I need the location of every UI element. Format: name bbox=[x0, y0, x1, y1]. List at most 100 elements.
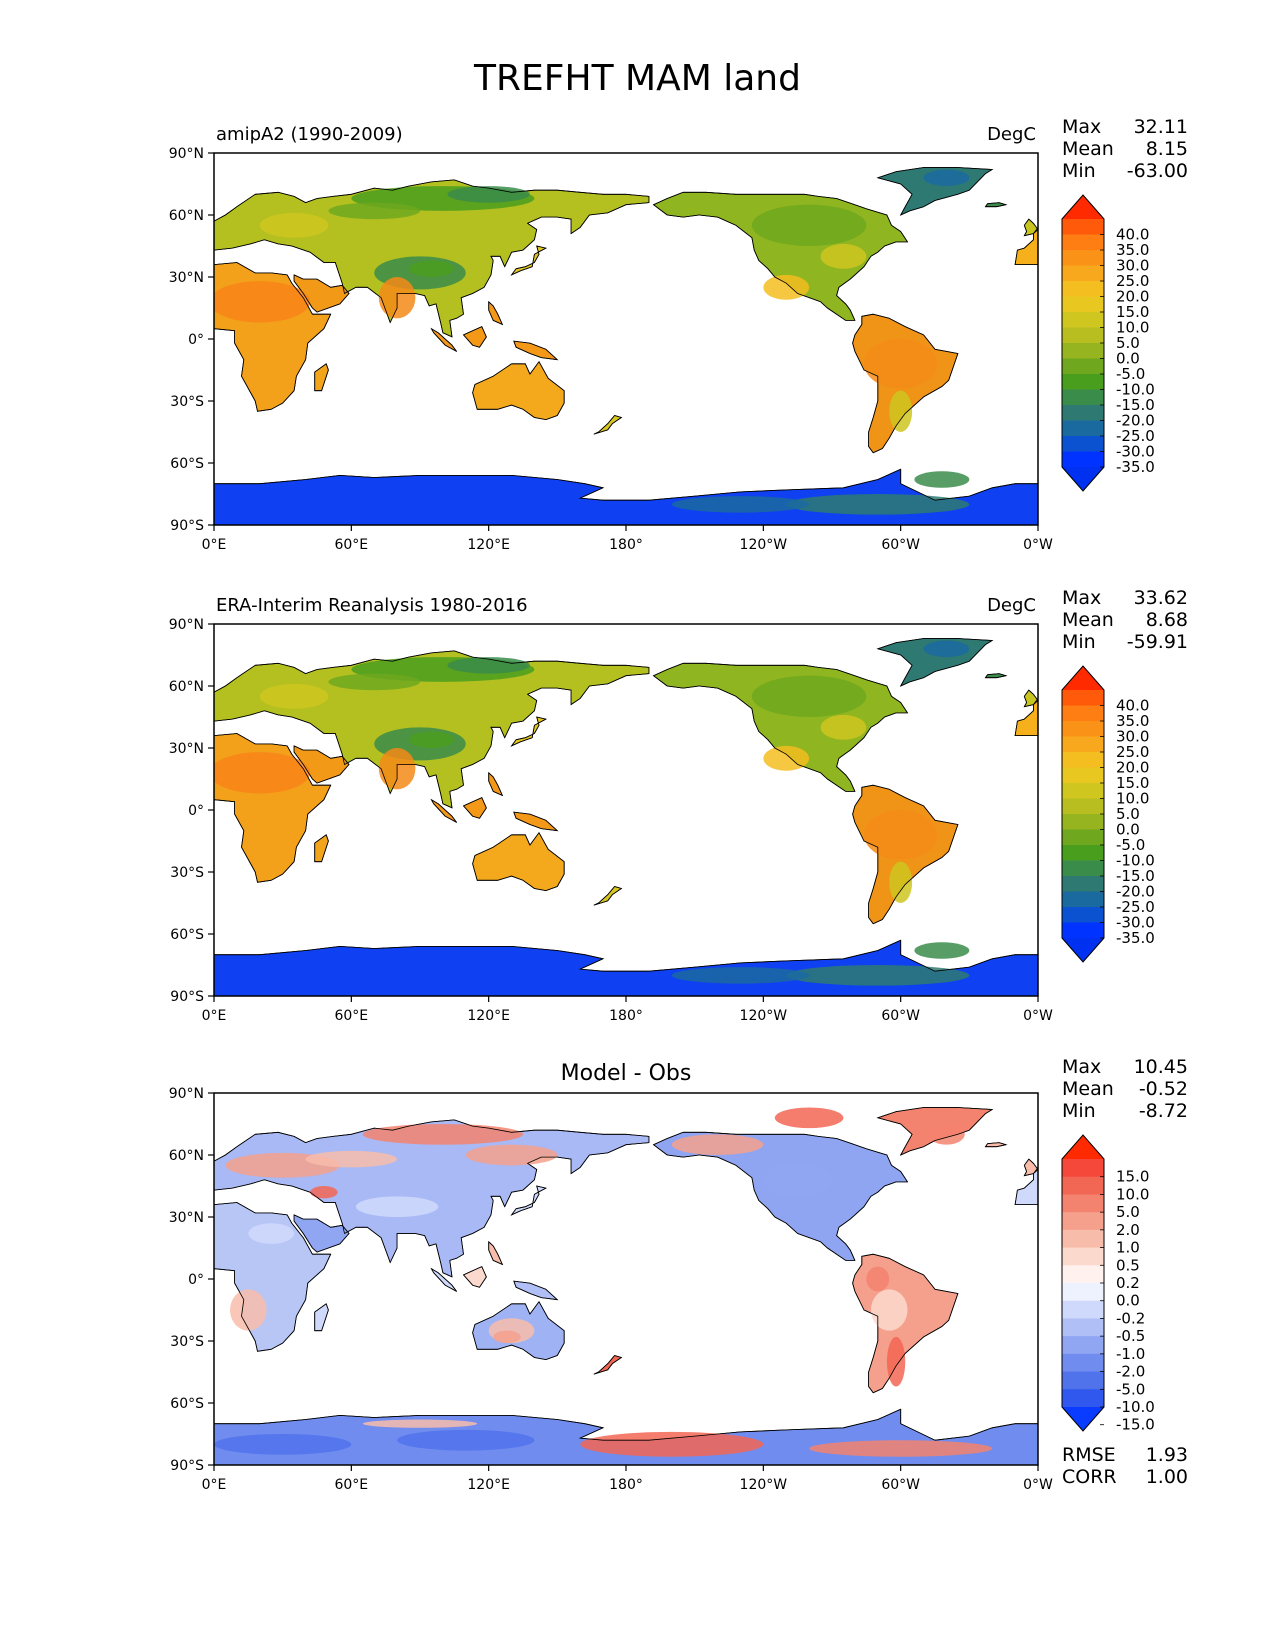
colorbar-segment bbox=[1062, 1371, 1104, 1390]
colorbar-tick-label: 40.0 bbox=[1116, 226, 1149, 244]
field-patch bbox=[820, 243, 867, 269]
field-patch bbox=[889, 861, 913, 903]
colorbar-segment bbox=[1062, 389, 1104, 406]
stat-value-max: 10.45 bbox=[1134, 1056, 1188, 1078]
field-patch bbox=[580, 1431, 764, 1457]
field-patch bbox=[493, 1330, 521, 1344]
colorbar-segment bbox=[1062, 296, 1104, 313]
colorbar-tick-label: 5.0 bbox=[1116, 334, 1140, 352]
field-patch bbox=[447, 657, 530, 674]
stat-label-max: Max bbox=[1062, 116, 1101, 138]
colorbar-tick-label: 5.0 bbox=[1116, 805, 1140, 823]
map-obs bbox=[214, 624, 1038, 996]
lat-tick-label: 90°N bbox=[169, 146, 204, 162]
panel-units: DegC bbox=[987, 595, 1036, 616]
stat-value-max: 32.11 bbox=[1134, 116, 1188, 138]
colorbar-tick-label: 15.0 bbox=[1116, 774, 1149, 792]
colorbar-tick-label: 35.0 bbox=[1116, 241, 1149, 259]
colorbar-extend-bottom bbox=[1062, 1407, 1104, 1431]
lat-tick-label: 30°N bbox=[169, 1210, 204, 1226]
field-patch bbox=[310, 1186, 338, 1199]
lat-tick-label: 30°S bbox=[170, 1334, 204, 1350]
stat-value-min: -63.00 bbox=[1127, 160, 1188, 182]
field-patch bbox=[447, 186, 530, 203]
field-patch bbox=[214, 752, 311, 794]
colorbar-segment bbox=[1062, 798, 1104, 815]
stat-value-mean: 8.15 bbox=[1146, 138, 1188, 160]
colorbar-tick-label: 15.0 bbox=[1116, 1168, 1149, 1186]
colorbar-segment bbox=[1062, 281, 1104, 298]
stat-label-mean: Mean bbox=[1062, 138, 1114, 160]
field-patch bbox=[259, 212, 329, 238]
stat-label-max: Max bbox=[1062, 587, 1101, 609]
colorbar-segment bbox=[1062, 1300, 1104, 1320]
colorbar-tick-label: -35.0 bbox=[1116, 458, 1155, 476]
colorbar-segment bbox=[1062, 829, 1104, 846]
field-patch bbox=[671, 1134, 764, 1155]
colorbar-tick-label: -15.0 bbox=[1116, 396, 1155, 414]
colorbar-tick-label: 5.0 bbox=[1116, 1203, 1140, 1221]
lon-tick-label: 0°W bbox=[1023, 537, 1053, 553]
field-patch bbox=[362, 1124, 523, 1145]
colorbar-tick-label: -20.0 bbox=[1116, 412, 1155, 430]
colorbar-segment bbox=[1062, 327, 1104, 344]
lon-tick-label: 60°E bbox=[334, 1477, 368, 1493]
colorbar-tick-label: -15.0 bbox=[1116, 1416, 1155, 1434]
colorbar-tick-label: -10.0 bbox=[1116, 381, 1155, 399]
colorbar-segment bbox=[1062, 1194, 1104, 1213]
colorbar-segment bbox=[1062, 721, 1104, 738]
field-patch bbox=[751, 204, 867, 246]
colorbar-segment bbox=[1062, 876, 1104, 893]
colorbar-segment bbox=[1062, 783, 1104, 800]
field-patch bbox=[866, 1266, 890, 1292]
field-patch bbox=[786, 494, 970, 515]
colorbar-tick-label: 20.0 bbox=[1116, 288, 1149, 306]
colorbar-segment bbox=[1062, 814, 1104, 831]
colorbar-tick-label: -2.0 bbox=[1116, 1363, 1145, 1381]
colorbar-extend-top bbox=[1062, 1135, 1104, 1159]
lon-tick-label: 120°E bbox=[467, 537, 510, 553]
colorbar-segment bbox=[1062, 1318, 1104, 1337]
colorbar-tick-label: -10.0 bbox=[1116, 852, 1155, 870]
field-patch bbox=[305, 1150, 398, 1168]
field-patch bbox=[248, 1223, 295, 1244]
field-patch bbox=[864, 810, 938, 860]
field-patch bbox=[889, 390, 913, 433]
field-patch bbox=[328, 673, 420, 691]
stat-value-mean: -0.52 bbox=[1139, 1078, 1188, 1100]
colorbar-segment bbox=[1062, 1176, 1104, 1196]
lon-tick-label: 0°W bbox=[1023, 1008, 1053, 1024]
field-patch bbox=[214, 281, 311, 323]
colorbar-segment bbox=[1062, 451, 1104, 468]
lon-tick-label: 60°W bbox=[881, 1477, 920, 1493]
colorbar-segment bbox=[1062, 250, 1104, 267]
stat-label-corr: CORR bbox=[1062, 1466, 1117, 1488]
field-patch bbox=[870, 1289, 908, 1331]
field-patch bbox=[774, 1107, 844, 1129]
colorbar-segment bbox=[1062, 219, 1104, 236]
stat-label-min: Min bbox=[1062, 160, 1096, 182]
field-patch bbox=[786, 965, 970, 986]
colorbar-segment bbox=[1062, 1265, 1104, 1284]
panel-title-left: amipA2 (1990-2009) bbox=[216, 124, 403, 145]
colorbar-segment bbox=[1062, 436, 1104, 453]
lon-tick-label: 60°W bbox=[881, 1008, 920, 1024]
colorbar-segment bbox=[1062, 767, 1104, 784]
colorbar-segment bbox=[1062, 690, 1104, 707]
lon-tick-label: 180° bbox=[609, 537, 643, 553]
lat-tick-label: 90°N bbox=[169, 617, 204, 633]
colorbar-segment bbox=[1062, 312, 1104, 329]
lat-tick-label: 30°S bbox=[170, 865, 204, 881]
colorbar-tick-label: 1.0 bbox=[1116, 1239, 1140, 1257]
stat-value-mean: 8.68 bbox=[1146, 609, 1188, 631]
field-patch bbox=[397, 1429, 535, 1451]
colorbar-tick-label: -5.0 bbox=[1116, 1380, 1145, 1398]
stat-label-rmse: RMSE bbox=[1062, 1444, 1116, 1466]
lon-tick-label: 0°E bbox=[202, 537, 227, 553]
colorbar-tick-label: 2.0 bbox=[1116, 1221, 1140, 1239]
colorbar-segment bbox=[1062, 907, 1104, 924]
colorbar-tick-label: -0.2 bbox=[1116, 1309, 1145, 1327]
lat-tick-label: 0° bbox=[188, 332, 204, 348]
colorbar-segment bbox=[1062, 705, 1104, 722]
field-patch bbox=[886, 1336, 906, 1387]
